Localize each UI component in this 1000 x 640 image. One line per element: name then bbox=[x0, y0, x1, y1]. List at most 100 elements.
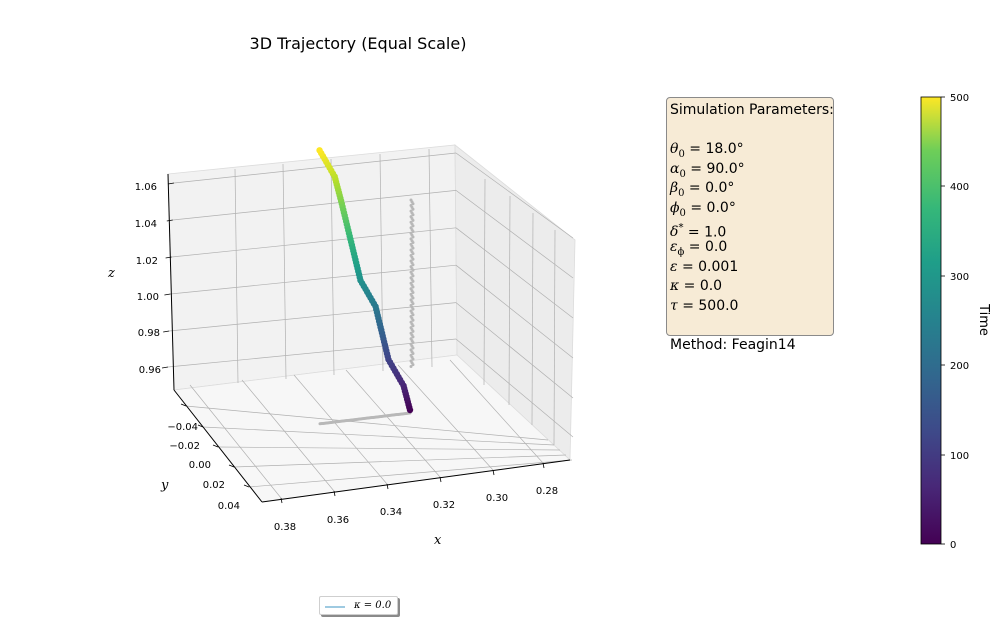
trajectory-point bbox=[316, 147, 323, 154]
z-gridline bbox=[455, 264, 574, 359]
y-gridline bbox=[202, 426, 555, 446]
y-tick bbox=[228, 464, 235, 468]
y-tick bbox=[180, 403, 187, 407]
shadow-point-z bbox=[411, 324, 415, 328]
y-gridline bbox=[531, 212, 534, 426]
y-gridline bbox=[483, 178, 486, 386]
trajectory-points bbox=[316, 147, 414, 414]
x-gridline bbox=[234, 168, 239, 384]
param-delta-star: δ* = 1.0 bbox=[670, 222, 727, 241]
chart-title: 3D Trajectory (Equal Scale) bbox=[250, 34, 467, 53]
x-gridline bbox=[345, 369, 441, 478]
z-tick-label: 1.04 bbox=[135, 219, 157, 230]
z-tick bbox=[165, 256, 172, 259]
shadow-point-z bbox=[411, 235, 415, 239]
shadow-point-z bbox=[411, 296, 415, 300]
shadow-point-z bbox=[411, 213, 415, 217]
y-gridline bbox=[553, 229, 556, 446]
shadow-point-z bbox=[411, 346, 415, 350]
y-gridline bbox=[233, 454, 567, 468]
z-tick-label: 1.06 bbox=[135, 182, 157, 193]
tick-marks bbox=[161, 182, 545, 504]
param-tau: τ = 500.0 bbox=[670, 297, 739, 314]
shadow-point-z bbox=[409, 365, 413, 368]
y-gridline bbox=[185, 405, 549, 441]
y-tick-label: 0.04 bbox=[218, 501, 240, 512]
shadow-point-z bbox=[411, 257, 415, 261]
shadow-point-z bbox=[411, 307, 415, 311]
x-tick-label: 0.34 bbox=[380, 507, 402, 518]
legend: κ = 0.0 bbox=[319, 596, 398, 615]
z-tick bbox=[163, 330, 170, 333]
x-gridline bbox=[330, 158, 335, 376]
shadow-point-z bbox=[411, 335, 415, 339]
z-axis-label: z bbox=[107, 266, 115, 281]
shadow-point-z bbox=[411, 218, 415, 222]
params-heading: Simulation Parameters: bbox=[670, 102, 834, 118]
x-tick bbox=[492, 469, 495, 476]
y-tick bbox=[243, 484, 250, 488]
shadow-point-z bbox=[411, 224, 415, 228]
z-gridline bbox=[455, 227, 574, 319]
x-gridline bbox=[241, 379, 335, 492]
z-gridline bbox=[172, 190, 457, 221]
x-tick bbox=[333, 490, 336, 497]
y-tick bbox=[212, 444, 219, 448]
shadow-point-z bbox=[411, 340, 415, 344]
y-tick-label: −0.02 bbox=[169, 441, 200, 452]
colorbar-tick-label: 100 bbox=[950, 451, 969, 462]
shadow-point-z bbox=[411, 246, 415, 250]
y-axis-label: y bbox=[160, 478, 169, 493]
shadow-point-z bbox=[411, 241, 415, 245]
z-gridline bbox=[455, 152, 574, 239]
x-tick-label: 0.32 bbox=[433, 500, 455, 511]
simulation-parameters-box: Simulation Parameters: θ0 = 18.0° α0 = 9… bbox=[666, 97, 834, 353]
z-gridline bbox=[167, 338, 457, 368]
shadow-point-z bbox=[411, 302, 415, 306]
z-gridline bbox=[455, 338, 574, 438]
axis-lines bbox=[167, 173, 571, 503]
param-beta0: β0 = 0.0° bbox=[670, 180, 735, 200]
shadow-point-z bbox=[411, 352, 415, 356]
y-tick-label: −0.04 bbox=[167, 422, 198, 433]
param-epsilon: ε = 0.001 bbox=[670, 258, 739, 275]
shadow-point-z bbox=[411, 318, 415, 322]
legend-line-swatch bbox=[325, 606, 345, 608]
shadow-point-z bbox=[411, 202, 415, 206]
x-tick-label: 0.30 bbox=[486, 493, 508, 504]
x-tick bbox=[386, 483, 389, 490]
z-gridline bbox=[170, 264, 457, 295]
y-tick-label: 0.02 bbox=[203, 480, 225, 491]
param-alpha0: α0 = 90.0° bbox=[670, 160, 745, 180]
param-kappa: κ = 0.0 bbox=[670, 278, 723, 295]
grid-lines bbox=[167, 148, 574, 499]
x-gridline bbox=[282, 163, 287, 380]
x-tick-label: 0.36 bbox=[327, 515, 349, 526]
y-gridline bbox=[217, 446, 561, 451]
z-gridline bbox=[173, 152, 457, 184]
shadow-point-z bbox=[411, 313, 415, 317]
shadow-point-z bbox=[411, 274, 415, 278]
z-gridline bbox=[171, 227, 457, 258]
y-tick-label: 0.00 bbox=[189, 460, 211, 471]
shadow-point-z bbox=[411, 285, 415, 289]
y-gridline bbox=[508, 195, 511, 406]
x-gridline bbox=[189, 384, 282, 499]
colorbar-tick-label: 400 bbox=[950, 182, 969, 193]
shadow-point-z bbox=[411, 207, 415, 211]
z-gridline bbox=[455, 190, 574, 279]
z-tick-label: 1.00 bbox=[137, 292, 159, 303]
z-tick bbox=[161, 366, 169, 369]
param-epsilon-phi: εϕ = 0.0 bbox=[670, 239, 728, 258]
colorbar-label: Time bbox=[976, 303, 991, 336]
x-gridline bbox=[449, 359, 544, 464]
shadow-point-z bbox=[411, 291, 415, 294]
x-tick-label: 0.38 bbox=[274, 522, 296, 533]
z-tick bbox=[167, 182, 175, 185]
shadow-point-z bbox=[411, 229, 415, 233]
z-tick-label: 1.02 bbox=[136, 256, 158, 267]
x-tick bbox=[542, 462, 545, 469]
shadow-point-z bbox=[411, 363, 415, 367]
shadow-point-z bbox=[411, 279, 415, 283]
